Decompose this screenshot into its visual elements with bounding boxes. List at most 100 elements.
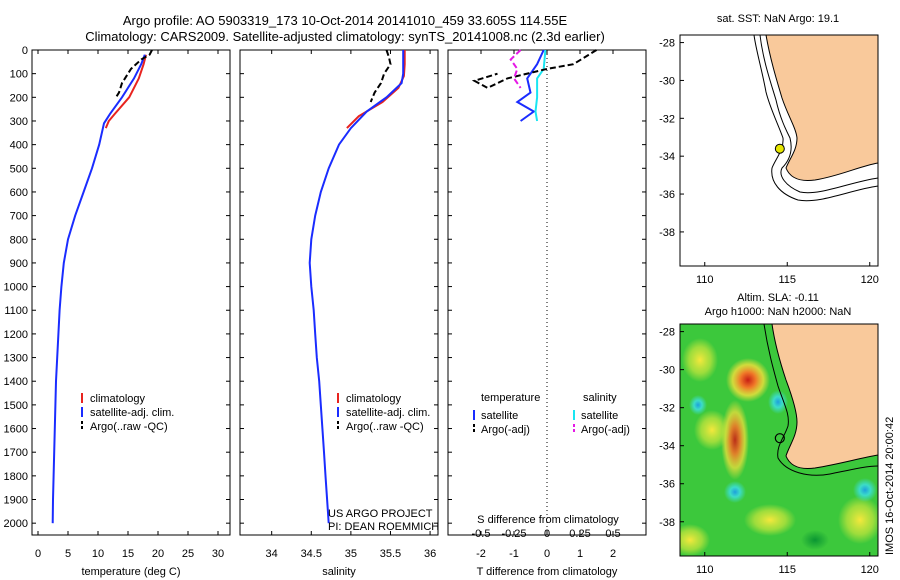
s-diff-tick-label: 0.25 <box>569 528 590 540</box>
map-lat-label: -36 <box>659 479 675 491</box>
temperature-xtick-label: 30 <box>212 548 224 560</box>
pi-label: PI: DEAN ROEMMICH <box>328 521 439 533</box>
depth-tick-label: 0 <box>22 45 28 57</box>
depth-tick-label: 1900 <box>4 495 28 507</box>
sla-low-anomaly-2 <box>689 395 707 415</box>
salinity-axes-frame <box>239 49 439 536</box>
project-label: US ARGO PROJECT <box>328 508 433 520</box>
sla-yellow-3 <box>680 524 710 556</box>
depth-tick-label: 900 <box>10 258 28 270</box>
salinity-xlabel: salinity <box>322 566 356 578</box>
sla-yellow-4 <box>744 504 796 536</box>
temperature-xtick-label: 5 <box>65 548 71 560</box>
temperature-axes-frame <box>31 49 231 536</box>
temperature-xtick-label: 15 <box>122 548 134 560</box>
depth-tick-label: 700 <box>10 211 28 223</box>
temperature-panel: 0100200300400500600700800900100011001200… <box>4 45 231 578</box>
temperature-series-satellite-adj-clim- <box>51 54 146 524</box>
shelf-outline <box>753 34 879 202</box>
depth-tick-label: 600 <box>10 187 28 199</box>
sla-high-anomaly <box>726 358 770 402</box>
depth-tick-label: 1200 <box>4 329 28 341</box>
map-lat-label: -34 <box>659 151 675 163</box>
sla-australia-land <box>771 324 878 469</box>
depth-tick-label: 1100 <box>4 305 28 317</box>
map-lat-label: -30 <box>659 365 675 377</box>
depth-tick-label: 2000 <box>4 518 28 530</box>
depth-tick-label: 1500 <box>4 400 28 412</box>
salinity-series-argo-raw-qc- <box>369 49 392 103</box>
map-lat-label: -32 <box>659 403 675 415</box>
australia-land <box>765 34 879 181</box>
salinity-series-satellite-adj-clim- <box>308 50 405 524</box>
legend-temp-label: Argo(-adj) <box>481 424 530 436</box>
legend-sal-label: Argo(-adj) <box>581 424 630 436</box>
depth-tick-label: 1700 <box>4 447 28 459</box>
temperature-xtick-label: 25 <box>182 548 194 560</box>
sla-map-title-2: Argo h1000: NaN h2000: NaN <box>705 306 852 318</box>
differences-xtick-label: -2 <box>476 548 486 560</box>
s-difference-label: S difference from climatology <box>477 514 619 526</box>
map-lat-label: -38 <box>659 517 675 529</box>
sla-low-anomaly-4 <box>853 478 877 502</box>
argo-position-marker <box>774 143 785 154</box>
map-lat-label: -28 <box>659 327 675 339</box>
legend-temperature-title: temperature <box>481 392 540 404</box>
temperature-legend-label: satellite-adj. clim. <box>90 407 174 419</box>
differences-series-salinity-satellite <box>534 49 547 122</box>
s-diff-tick-label: 0.5 <box>605 528 620 540</box>
map-lat-label: -30 <box>659 75 675 87</box>
depth-tick-label: 200 <box>10 92 28 104</box>
salinity-legend-label: climatology <box>346 393 402 405</box>
differences-series-temperature-satellite <box>515 49 545 122</box>
depth-tick-label: 400 <box>10 140 28 152</box>
salinity-xtick-label: 35 <box>345 548 357 560</box>
temperature-xtick-label: 0 <box>35 548 41 560</box>
salinity-xtick-label: 34 <box>266 548 278 560</box>
map-lon-label: 110 <box>696 274 714 286</box>
temperature-xtick-label: 10 <box>92 548 104 560</box>
differences-xtick-label: 0 <box>544 548 550 560</box>
sla-dark-green <box>801 530 829 550</box>
map-lat-label: -38 <box>659 227 675 239</box>
salinity-legend-label: satellite-adj. clim. <box>346 407 430 419</box>
temperature-series-climatology <box>104 54 147 129</box>
imos-credit: IMOS 16-Oct-2014 20:00:42 <box>884 417 896 555</box>
depth-tick-label: 1400 <box>4 376 28 388</box>
salinity-xtick-label: 35.5 <box>380 548 401 560</box>
differences-series-temperature-argo-adj- <box>471 49 598 90</box>
depth-tick-label: 300 <box>10 116 28 128</box>
depth-tick-label: 1600 <box>4 424 28 436</box>
depth-tick-label: 1000 <box>4 282 28 294</box>
sla-map-title-1: Altim. SLA: -0.11 <box>737 292 819 304</box>
map-lat-label: -36 <box>659 189 675 201</box>
temperature-legend-label: climatology <box>90 393 146 405</box>
differences-xlabel: T difference from climatology <box>477 566 618 578</box>
legend-salinity-title: salinity <box>583 392 617 404</box>
temperature-xtick-label: 20 <box>152 548 164 560</box>
temperature-xlabel: temperature (deg C) <box>81 566 180 578</box>
s-diff-tick-label: -0.25 <box>501 528 526 540</box>
header-line-1: Argo profile: AO 5903319_173 10-Oct-2014… <box>123 13 568 28</box>
depth-tick-label: 500 <box>10 163 28 175</box>
sla-map-frame <box>679 323 879 557</box>
sla-map: 110 115 120 -28 -30 -32 -34 -36 -38 <box>659 323 879 576</box>
map-lat-label: -34 <box>659 441 675 453</box>
salinity-xtick-label: 36 <box>424 548 436 560</box>
sst-map-title: sat. SST: NaN Argo: 19.1 <box>717 13 839 25</box>
sla-yellow-5 <box>838 496 878 544</box>
depth-tick-label: 1300 <box>4 353 28 365</box>
salinity-xtick-label: 34.5 <box>301 548 322 560</box>
depth-tick-label: 100 <box>10 69 28 81</box>
sla-yellow-1 <box>682 338 718 382</box>
legend-sal-label: satellite <box>581 410 618 422</box>
sla-shelf-contour <box>763 324 878 476</box>
header-line-2: Climatology: CARS2009. Satellite-adjuste… <box>85 29 605 44</box>
salinity-panel: 34 34.5 35 35.5 36 salinity climatology satelli… <box>239 49 439 578</box>
depth-tick-label: 1800 <box>4 471 28 483</box>
depth-tick-label: 800 <box>10 234 28 246</box>
differences-xtick-label: 2 <box>610 548 616 560</box>
differences-xtick-label: 1 <box>577 548 583 560</box>
legend-temp-label: satellite <box>481 410 518 422</box>
